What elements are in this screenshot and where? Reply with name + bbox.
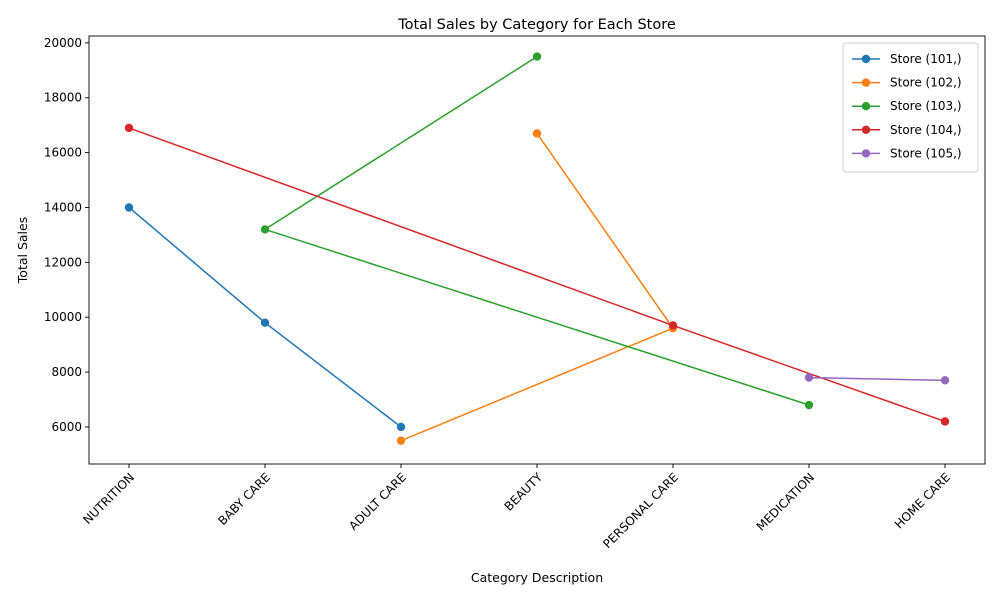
legend-marker [861,102,871,111]
legend-marker [861,78,871,87]
y-axis: 6000 8000 10000 12000 14000 16000 18000 20000 [44,36,89,434]
y-tick-label: 14000 [44,200,82,214]
x-tick-label: PERSONAL CARE [600,470,681,551]
x-tick-label: BEAUTY [502,470,546,514]
legend-marker [861,149,871,158]
data-point [532,52,542,61]
legend: Store (101,) Store (102,) Store (103,) Stor… [842,42,979,173]
data-point [804,373,814,382]
legend-label: Store (104,) [890,123,962,137]
legend-marker [861,125,871,134]
data-point [532,129,542,138]
series-line [264,55,810,406]
y-tick-label: 10000 [44,310,82,324]
y-tick-label: 20000 [44,36,82,50]
y-tick-label: 16000 [44,146,82,160]
data-point [940,376,950,385]
chart-title: Total Sales by Category for Each Store [397,17,676,33]
data-point [396,422,406,432]
series-line [128,206,402,428]
legend-label: Store (101,) [890,52,962,66]
legend-label: Store (102,) [890,76,962,90]
series-layer [124,52,950,445]
data-point [668,321,678,330]
x-axis: NUTRITION BABY CARE ADULT CARE BEAUTY PERSON… [80,464,953,551]
x-tick-label: BABY CARE [215,470,273,528]
x-tick-label: NUTRITION [80,470,137,527]
data-point [940,417,950,426]
data-point [260,318,270,327]
series-line [808,376,946,382]
y-tick-label: 8000 [51,365,82,379]
y-axis-title: Total Sales [15,217,30,284]
x-tick-label: MEDICATION [754,470,817,533]
data-point [260,225,270,234]
x-axis-title: Category Description [471,570,603,585]
data-point [396,436,406,445]
legend-label: Store (103,) [890,99,962,113]
x-tick-label: ADULT CARE [346,470,409,533]
x-tick-label: HOME CARE [892,470,953,531]
legend-label: Store (105,) [890,146,962,160]
legend-marker [861,54,871,64]
y-tick-label: 18000 [44,91,82,105]
y-tick-label: 6000 [51,420,82,434]
data-point [804,400,814,410]
data-point [124,123,134,133]
data-point [124,203,134,212]
legend-box [842,42,979,173]
y-tick-label: 12000 [44,255,82,269]
